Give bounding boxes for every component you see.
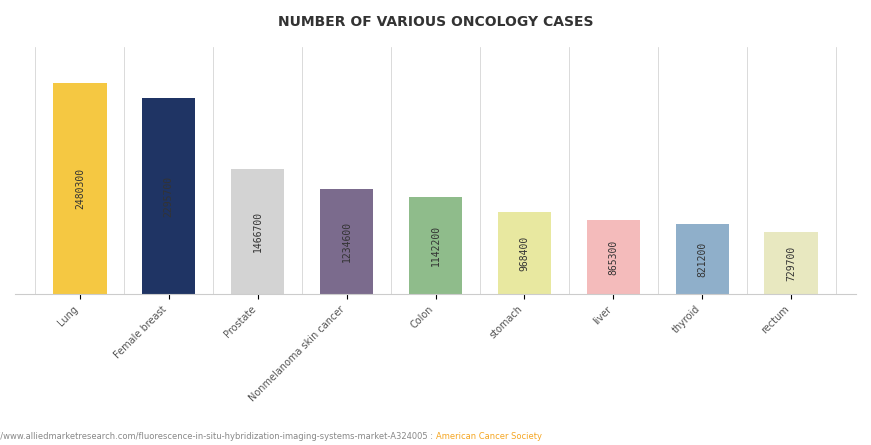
- Text: 968400: 968400: [519, 235, 530, 271]
- Text: 865300: 865300: [608, 240, 618, 275]
- Text: 2295700: 2295700: [164, 176, 174, 217]
- Title: NUMBER OF VARIOUS ONCOLOGY CASES: NUMBER OF VARIOUS ONCOLOGY CASES: [278, 15, 593, 29]
- Text: Report Code : A324005  |  Source : https://www.alliedmarketresearch.com/fluoresc: Report Code : A324005 | Source : https:/…: [0, 432, 436, 441]
- Bar: [320, 189, 374, 294]
- Text: 1142200: 1142200: [430, 225, 441, 266]
- Text: 729700: 729700: [787, 246, 796, 281]
- Text: 1234600: 1234600: [341, 221, 352, 262]
- Bar: [765, 232, 818, 294]
- Bar: [142, 98, 195, 294]
- Text: 1466700: 1466700: [253, 211, 263, 252]
- Text: 2480300: 2480300: [75, 168, 84, 209]
- Text: American Cancer Society: American Cancer Society: [436, 432, 542, 441]
- Bar: [408, 197, 463, 294]
- Bar: [231, 169, 284, 294]
- Bar: [587, 220, 640, 294]
- Text: 821200: 821200: [697, 242, 707, 277]
- Bar: [53, 83, 106, 294]
- Bar: [676, 224, 729, 294]
- Bar: [497, 212, 551, 294]
